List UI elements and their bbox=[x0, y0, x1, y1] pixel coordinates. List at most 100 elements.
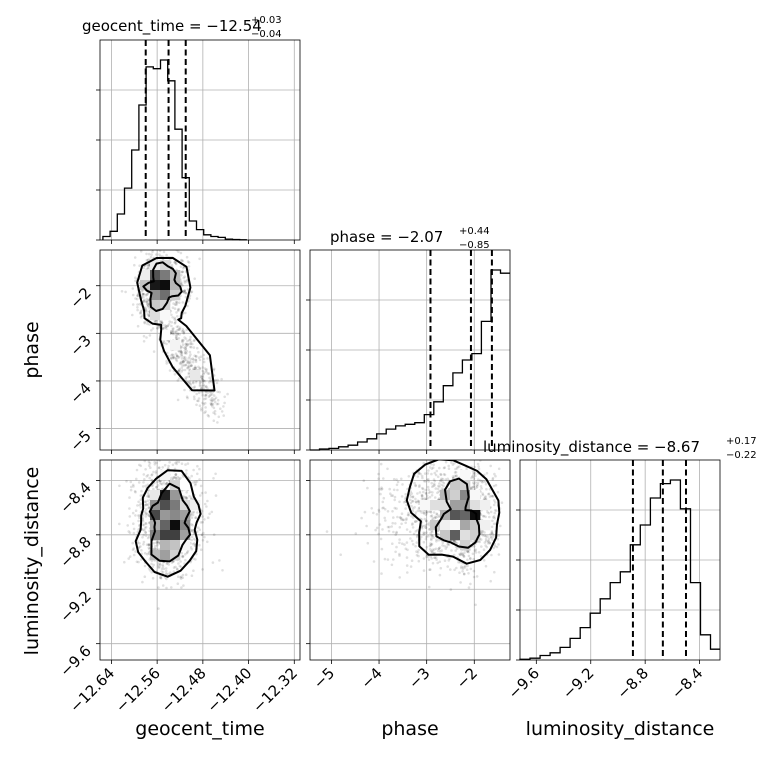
sample-point bbox=[481, 492, 484, 495]
sample-point bbox=[203, 367, 207, 370]
sample-point bbox=[217, 415, 221, 419]
sample-point bbox=[151, 250, 154, 254]
sample-point bbox=[185, 395, 189, 399]
sample-point bbox=[447, 467, 451, 471]
sample-point bbox=[463, 564, 467, 568]
sample-point bbox=[453, 540, 456, 543]
sample-point bbox=[189, 335, 192, 339]
sample-point bbox=[183, 351, 187, 355]
sample-point bbox=[426, 478, 429, 482]
sample-point bbox=[411, 516, 415, 519]
sample-point bbox=[405, 517, 408, 520]
sample-point bbox=[430, 557, 434, 560]
sample-point bbox=[177, 328, 180, 331]
sample-point bbox=[170, 476, 174, 480]
sample-point bbox=[475, 486, 478, 490]
sample-point bbox=[137, 481, 141, 484]
sample-point bbox=[189, 357, 193, 361]
sample-point bbox=[172, 353, 175, 357]
sample-point bbox=[181, 368, 184, 372]
sample-point bbox=[411, 500, 414, 503]
sample-point bbox=[418, 485, 421, 489]
sample-point bbox=[177, 575, 180, 578]
sample-point bbox=[175, 329, 179, 332]
sample-point bbox=[194, 482, 197, 486]
sample-point bbox=[175, 300, 179, 304]
sample-point bbox=[168, 320, 171, 323]
ylabel-phase: phase bbox=[21, 321, 43, 378]
sample-point bbox=[458, 571, 461, 574]
sample-point bbox=[185, 469, 188, 472]
sample-point bbox=[155, 541, 158, 544]
sample-point bbox=[164, 482, 167, 486]
sample-point bbox=[430, 537, 433, 540]
sample-point bbox=[135, 560, 139, 564]
sample-point bbox=[196, 530, 199, 533]
axes-frame bbox=[519, 459, 721, 661]
sample-point bbox=[192, 339, 196, 343]
sample-point bbox=[144, 531, 147, 535]
sample-point bbox=[199, 386, 203, 390]
sample-point bbox=[213, 400, 217, 404]
xtick-label-geocent-time: −12.48 bbox=[158, 664, 210, 716]
sample-point bbox=[131, 483, 135, 487]
sample-point bbox=[193, 397, 196, 401]
sample-point bbox=[438, 482, 441, 485]
sample-point bbox=[153, 434, 156, 437]
sample-point bbox=[377, 477, 380, 481]
sample-point bbox=[147, 495, 151, 498]
sample-point bbox=[186, 375, 189, 379]
sample-point bbox=[194, 516, 198, 519]
sample-point bbox=[212, 367, 216, 371]
sample-point bbox=[147, 514, 151, 517]
sample-point bbox=[453, 455, 456, 458]
sample-point bbox=[160, 570, 163, 573]
sample-point bbox=[142, 533, 145, 537]
density-cell bbox=[170, 480, 181, 491]
sample-point bbox=[131, 541, 134, 545]
density-cell bbox=[460, 490, 471, 501]
sample-point bbox=[142, 266, 145, 270]
sample-point bbox=[173, 260, 177, 264]
sample-point bbox=[191, 513, 195, 517]
sample-point bbox=[432, 482, 436, 486]
sample-point bbox=[374, 528, 377, 532]
sample-point bbox=[176, 315, 179, 318]
sample-point bbox=[203, 518, 206, 521]
sample-point bbox=[147, 314, 151, 318]
sample-point bbox=[416, 499, 420, 503]
sample-point bbox=[413, 520, 417, 523]
sample-point bbox=[476, 481, 480, 484]
sample-point bbox=[142, 300, 146, 303]
sample-point bbox=[156, 541, 159, 544]
sample-point bbox=[174, 330, 178, 334]
density-cell bbox=[180, 480, 191, 491]
sample-point bbox=[175, 334, 178, 338]
sample-point bbox=[161, 326, 165, 330]
sample-point bbox=[388, 487, 392, 491]
sample-point bbox=[183, 562, 186, 565]
sample-point bbox=[413, 481, 416, 485]
sample-point bbox=[461, 450, 464, 453]
sample-point bbox=[179, 350, 183, 354]
sample-point bbox=[434, 515, 437, 519]
density-cell bbox=[470, 490, 481, 501]
density-cell bbox=[470, 500, 481, 511]
sample-point bbox=[134, 514, 137, 517]
sample-point bbox=[143, 564, 147, 568]
sample-point bbox=[370, 507, 374, 510]
sample-point bbox=[188, 338, 192, 341]
sample-point bbox=[162, 250, 166, 254]
sample-point bbox=[170, 353, 174, 356]
sample-point bbox=[491, 538, 494, 541]
sample-point bbox=[411, 495, 415, 498]
xtick-label-geocent-time: −12.32 bbox=[249, 664, 301, 716]
sample-point bbox=[179, 476, 182, 480]
sample-point bbox=[461, 567, 465, 571]
sample-point bbox=[453, 471, 457, 474]
sample-point bbox=[483, 541, 487, 544]
sample-point bbox=[475, 485, 479, 488]
sample-point bbox=[497, 543, 500, 546]
density-cell bbox=[460, 470, 471, 481]
sample-point bbox=[146, 503, 150, 507]
